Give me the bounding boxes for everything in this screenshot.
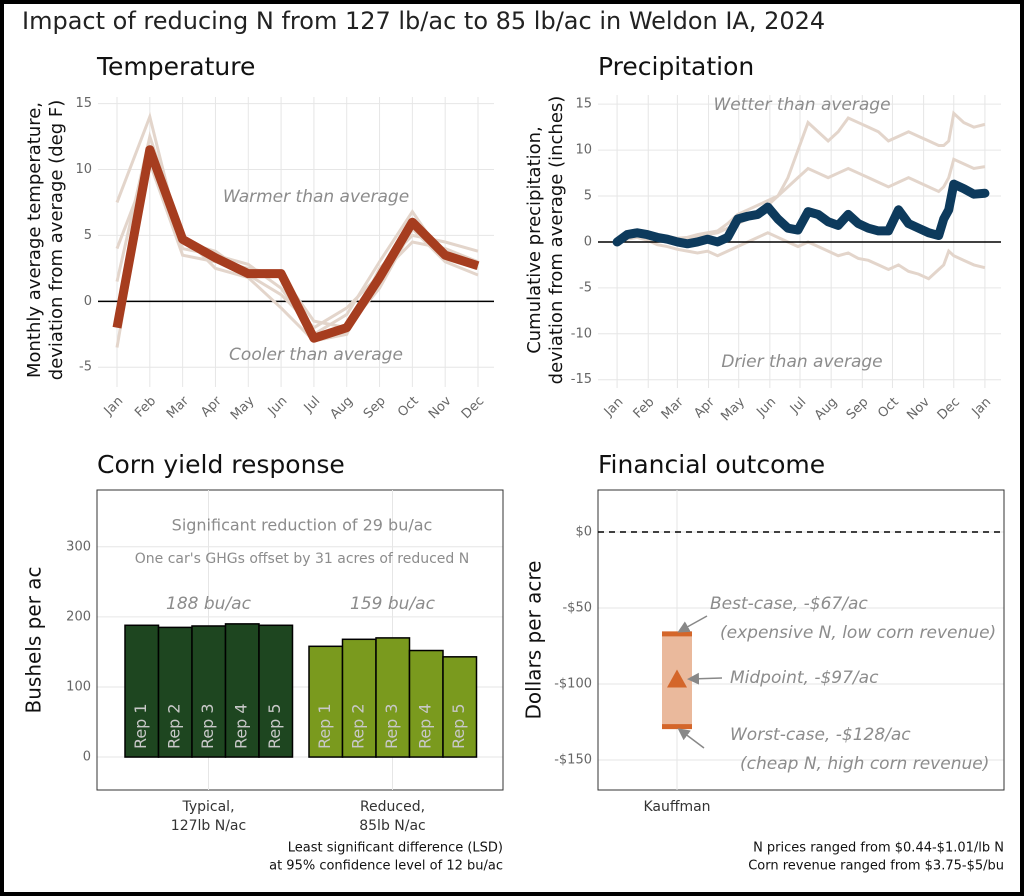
y-tick-label: 100 [66, 679, 91, 694]
annotation: Best-case, -$67/ac [710, 594, 868, 614]
y-tick-label: 0 [84, 294, 92, 309]
y-tick-label: -10 [571, 326, 592, 341]
y-axis-label: deviation from average (inches) [546, 96, 567, 385]
annotation: (expensive N, low corn revenue) [720, 623, 996, 643]
rep-label: Rep 4 [416, 703, 435, 749]
x-tick-label: Typical, [181, 799, 234, 815]
annotation: (cheap N, high corn revenue) [740, 754, 989, 774]
x-tick-label: 127lb N/ac [171, 818, 246, 834]
footnote: N prices ranged from $0.44-$1.01/lb N [753, 841, 1004, 856]
panel-title: Temperature [96, 52, 255, 81]
panel-title: Corn yield response [97, 450, 345, 479]
rep-label: Rep 4 [232, 703, 251, 749]
annotation: Wetter than average [713, 95, 890, 115]
y-tick-label: 10 [75, 162, 92, 177]
arrow [677, 615, 708, 633]
y-tick-label: -$50 [562, 600, 592, 615]
arrow [677, 728, 705, 749]
panel-border [597, 489, 1005, 791]
x-tick-label: Reduced, [360, 799, 425, 815]
y-tick-label: -5 [79, 360, 92, 375]
y-tick-label: 0 [584, 234, 592, 249]
bar [442, 656, 478, 758]
y-tick-label: -$100 [554, 677, 592, 692]
y-tick-label: $0 [575, 524, 592, 539]
annotation: Warmer than average [223, 187, 409, 207]
rep-label: Rep 3 [382, 703, 401, 749]
annotation: Midpoint, -$97/ac [730, 668, 879, 688]
series-line [112, 145, 480, 343]
panel-title: Financial outcome [598, 450, 825, 479]
y-axis-label: Monthly average temperature, [24, 102, 45, 378]
x-tick-label: Kauffman [643, 799, 710, 815]
midpoint-marker [667, 669, 687, 688]
footnote: Corn revenue ranged from $3.75-$5/bu [748, 859, 1004, 874]
x-tick-label: 85lb N/ac [359, 818, 426, 834]
y-tick-label: 5 [584, 189, 592, 204]
y-axis-label: Bushels per ac [22, 567, 46, 714]
y-tick-label: 15 [75, 96, 92, 111]
y-tick-label: -$150 [554, 753, 592, 768]
annotation: Significant reduction of 29 bu/ac [172, 516, 433, 535]
y-tick-label: -5 [579, 280, 592, 295]
rep-label: Rep 1 [131, 703, 150, 749]
footnote: at 95% confidence level of 12 bu/ac [269, 859, 503, 874]
y-axis-label: deviation from average (deg F) [46, 100, 67, 380]
annotation-arrows [677, 615, 723, 749]
arrow [687, 672, 723, 685]
mean-label: 159 bu/ac [350, 594, 436, 614]
panel-title: Precipitation [598, 52, 754, 81]
annotation: Worst-case, -$128/ac [730, 725, 911, 745]
rep-label: Rep 3 [198, 703, 217, 749]
panel-border [96, 489, 504, 791]
y-tick-label: 0 [83, 750, 91, 765]
bar [375, 637, 411, 758]
annotation: One car's GHGs offset by 31 acres of red… [135, 551, 469, 567]
y-tick-label: -15 [571, 372, 592, 387]
bar [124, 624, 160, 758]
rep-label: Rep 2 [165, 703, 184, 749]
rep-label: Rep 2 [349, 703, 368, 749]
rep-label: Rep 1 [315, 703, 334, 749]
bar [308, 645, 344, 758]
y-tick-label: 5 [84, 228, 92, 243]
background-line [616, 110, 986, 244]
y-tick-label: 10 [575, 143, 592, 158]
bar [408, 649, 444, 758]
rep-label: Rep 5 [449, 703, 468, 749]
page-title: Impact of reducing N from 127 lb/ac to 8… [22, 7, 825, 35]
bar [258, 624, 294, 758]
y-tick-label: 300 [66, 539, 91, 554]
annotation: Drier than average [721, 352, 882, 372]
series-line [612, 179, 990, 249]
footnote: Least significant difference (LSD) [288, 841, 503, 856]
bar [191, 625, 227, 758]
mean-label: 188 bu/ac [166, 594, 252, 614]
y-axis-label: Dollars per acre [522, 561, 546, 720]
bar [157, 626, 193, 758]
y-tick-label: 15 [575, 97, 592, 112]
y-axis-label: Cumulative precipitation, [524, 126, 545, 354]
y-tick-label: 200 [66, 609, 91, 624]
annotation: Cooler than average [229, 345, 403, 365]
rep-label: Rep 5 [265, 703, 284, 749]
